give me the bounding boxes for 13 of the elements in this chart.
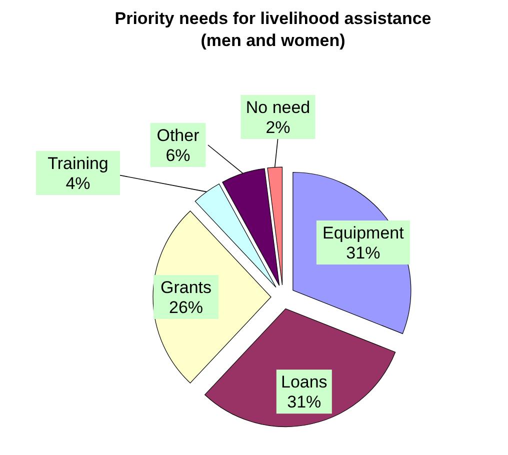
data-label: 4% (66, 174, 90, 193)
slice-label: Loans (280, 372, 328, 392)
data-label: 31% (287, 392, 322, 412)
slice-label: Other (156, 126, 200, 145)
slice-label: Training (48, 154, 108, 173)
slice-label: Equipment (322, 224, 404, 242)
chart-title: Priority needs for livelihood assistance (men and women) (114, 8, 432, 52)
slice-label: No need (246, 98, 310, 117)
data-label: 6% (166, 146, 190, 165)
data-label: 26% (169, 298, 204, 317)
data-label: 2% (266, 118, 290, 137)
slice-label: Grants (160, 278, 212, 297)
data-label: 31% (346, 244, 380, 262)
